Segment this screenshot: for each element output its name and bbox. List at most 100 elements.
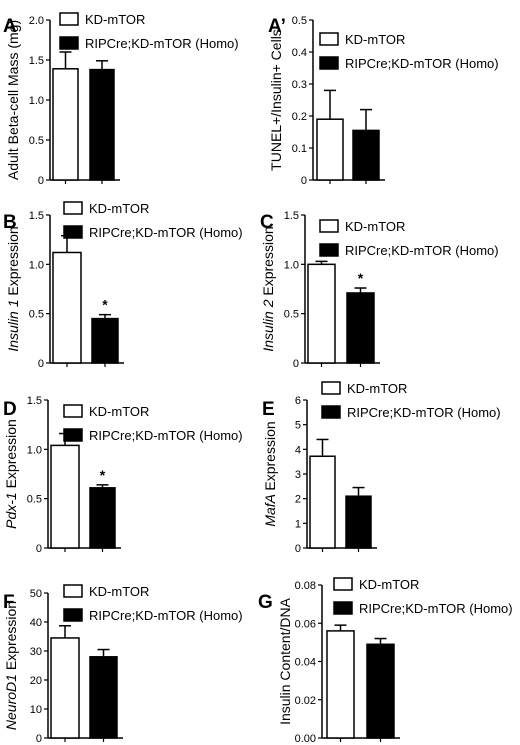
y-tick-label: 1 — [295, 518, 301, 530]
legend-label: KD-mTOR — [89, 404, 149, 419]
y-tick-label: 30 — [30, 646, 42, 658]
legend-label: RIPCre;KD-mTOR (Homo) — [345, 56, 499, 71]
legend-swatch — [319, 56, 339, 70]
legend-swatch — [59, 36, 79, 50]
legend-swatch — [319, 219, 339, 233]
bar-ripcre-kd-mtor — [89, 656, 118, 739]
panel-label: A’ — [268, 16, 286, 37]
y-tick-label: 0.08 — [295, 580, 316, 592]
legend-swatch — [63, 584, 83, 598]
bar-kd-mtor — [326, 630, 355, 739]
legend-label: KD-mTOR — [85, 12, 145, 27]
legend-swatch — [63, 404, 83, 418]
y-tick-label: 1.5 — [29, 55, 44, 67]
panel-a-prime: A’ 0 0.1 0.2 0.3 0.4 0.5 TUNEL+/Insulin+ Cells K… — [268, 15, 499, 187]
legend-swatch — [319, 32, 339, 46]
y-tick-label: 0 — [38, 175, 44, 187]
legend-label: KD-mTOR — [89, 201, 149, 216]
panel-e: E 0 1 2 3 4 5 6 MafA Expression KD-mTOR RIPCre;KD-… — [262, 381, 501, 555]
legend-label: RIPCre;KD-mTOR (Homo) — [89, 428, 243, 443]
legend-swatch — [333, 577, 353, 591]
bar-kd-mtor — [52, 251, 82, 364]
y-tick-label: 10 — [30, 704, 42, 716]
y-tick-label: 0.3 — [292, 79, 307, 91]
y-tick-label: 0 — [293, 358, 299, 370]
bar-kd-mtor — [50, 444, 80, 549]
legend-label: KD-mTOR — [359, 577, 419, 592]
y-axis-title: Insulin Content/DNA — [277, 597, 293, 725]
bar-kd-mtor — [52, 68, 79, 181]
y-tick-label: 0.02 — [295, 695, 316, 707]
y-tick-label: 3 — [295, 469, 301, 481]
y-tick-label: 0.4 — [292, 47, 307, 59]
y-tick-label: 40 — [30, 617, 42, 629]
bar-ripcre-kd-mtor — [346, 292, 375, 364]
y-axis-title: NeuroD1 Expression — [3, 601, 19, 730]
y-tick-label: 0.5 — [27, 494, 42, 506]
y-tick-label: 1.0 — [284, 259, 299, 271]
y-tick-label: 1.5 — [27, 395, 42, 407]
y-tick-label: 0.04 — [295, 657, 316, 669]
legend-swatch — [319, 243, 339, 257]
y-tick-label: 0.00 — [295, 733, 316, 745]
legend-label: RIPCre;KD-mTOR (Homo) — [345, 243, 499, 258]
panel-f: F 0 10 20 30 40 50 NeuroD1 Expression KD-mTOR RIP… — [3, 584, 243, 745]
y-tick-label: 0.06 — [295, 618, 316, 630]
bar-ripcre-kd-mtor — [89, 68, 115, 181]
bar-kd-mtor — [309, 455, 336, 549]
y-tick-label: 1.5 — [284, 210, 299, 222]
legend-label: KD-mTOR — [345, 219, 405, 234]
legend-label: RIPCre;KD-mTOR (Homo) — [89, 608, 243, 623]
legend-swatch — [333, 601, 353, 615]
bar-ripcre-kd-mtor — [91, 317, 119, 364]
y-tick-label: 4 — [295, 444, 301, 456]
y-tick-label: 0.1 — [292, 143, 307, 155]
y-tick-label: 50 — [30, 588, 42, 600]
legend-label: RIPCre;KD-mTOR (Homo) — [359, 601, 513, 616]
bar-kd-mtor — [307, 263, 336, 364]
y-tick-label: 0.2 — [292, 111, 307, 123]
legend-label: KD-mTOR — [345, 32, 405, 47]
legend-swatch — [321, 405, 341, 419]
panel-c: C 0 0.5 1.0 1.5 Insulin 2 Expression * KD-mTOR R… — [260, 210, 499, 370]
significance-marker: * — [100, 467, 106, 483]
legend-label: RIPCre;KD-mTOR (Homo) — [89, 225, 243, 240]
significance-marker: * — [358, 270, 364, 286]
y-tick-label: 0.5 — [284, 309, 299, 321]
y-axis-title: Insulin 2 Expression — [260, 226, 276, 351]
y-tick-label: 0 — [301, 175, 307, 187]
panel-label: C — [260, 212, 274, 233]
y-tick-label: 1.0 — [29, 95, 44, 107]
y-tick-label: 2.0 — [29, 15, 44, 27]
y-tick-label: 0 — [36, 543, 42, 555]
legend-label: KD-mTOR — [89, 584, 149, 599]
y-axis-title: TUNEL+/Insulin+ Cells — [268, 29, 284, 171]
y-tick-label: 20 — [30, 675, 42, 687]
legend-label: KD-mTOR — [347, 381, 407, 396]
panel-label: E — [262, 399, 275, 420]
y-axis-title: MafA Expression — [262, 421, 278, 526]
panel-label: G — [258, 592, 273, 613]
y-tick-label: 1.0 — [27, 444, 42, 456]
panel-b: B 0 0.5 1.0 1.5 Insulin 1 Expression * KD-mTOR R… — [3, 201, 243, 370]
bar-kd-mtor — [50, 637, 80, 739]
panel-label: F — [3, 592, 15, 613]
y-tick-label: 5 — [295, 420, 301, 432]
y-tick-label: 0.5 — [292, 15, 307, 27]
y-tick-label: 0 — [295, 543, 301, 555]
bar-ripcre-kd-mtor — [345, 495, 372, 549]
y-tick-label: 2 — [295, 494, 301, 506]
y-axis-title: Insulin 1 Expression — [5, 226, 21, 351]
y-axis-title: Adult Beta-cell Mass (mg) — [5, 20, 21, 180]
y-tick-label: 0.5 — [29, 309, 44, 321]
legend-swatch — [63, 428, 83, 442]
legend-label: RIPCre;KD-mTOR (Homo) — [347, 405, 501, 420]
y-tick-label: 1.0 — [29, 259, 44, 271]
panel-a: A 0 0.5 1.0 1.5 2.0 Adult Beta-cell Mass (mg) K… — [3, 12, 239, 187]
y-axis-title: Pdx-1 Expression — [3, 419, 19, 529]
significance-marker: * — [102, 297, 108, 313]
panel-label: A — [3, 16, 17, 37]
legend-swatch — [63, 225, 83, 239]
